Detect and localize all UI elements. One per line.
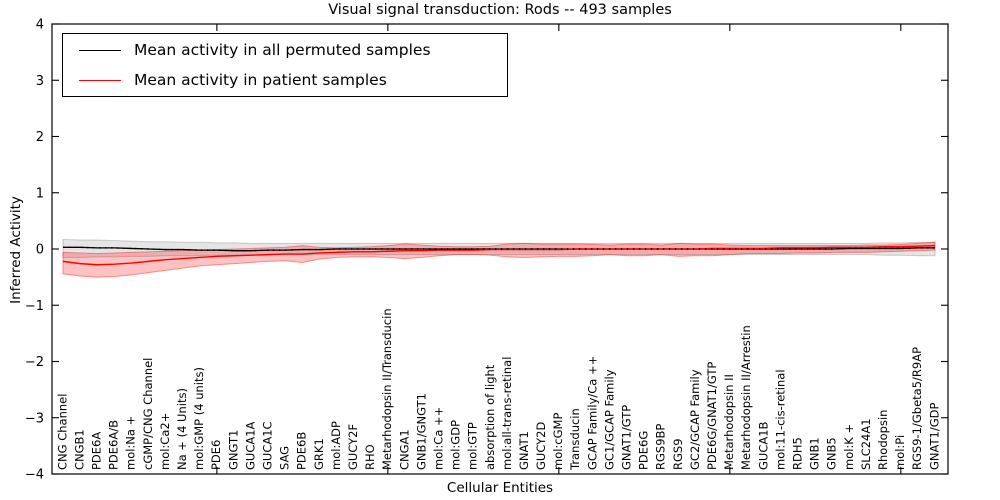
x-tick-label: cGMP/CNG Channel <box>141 358 155 470</box>
x-axis-label: Cellular Entities <box>446 480 554 496</box>
x-tick-label: GUCY2D <box>534 422 548 470</box>
x-tick-label: GC2/GCAP Family <box>688 369 702 470</box>
x-tick-label: PDE6A <box>89 432 103 470</box>
y-tick-label: 1 <box>36 186 44 201</box>
x-tick-label: Metarhodopsin II/Arrestin <box>739 325 753 470</box>
y-tick-label: −3 <box>25 411 44 426</box>
legend-entry-permuted: Mean activity in all permuted samples <box>63 35 507 65</box>
x-tick-label: absorption of light <box>483 364 497 470</box>
x-tick-label: GUCA1C <box>260 421 274 470</box>
patient-mean-line <box>62 244 936 266</box>
x-tick-label: RGS9BP <box>654 424 668 470</box>
x-tick-label: mol:Na + <box>124 416 138 470</box>
x-tick-label: GNB1/GNGT1 <box>414 393 428 470</box>
x-tick-label: SLC24A1 <box>859 418 873 470</box>
x-tick-label: mol:Ca ++ <box>431 407 445 470</box>
legend: Mean activity in all permuted samples Me… <box>62 33 508 97</box>
x-tick-label: PDE6B <box>295 432 309 470</box>
y-tick-label: 2 <box>36 130 44 145</box>
permuted-line-swatch <box>79 49 121 51</box>
x-tick-label: GCAP Family/Ca ++ <box>585 356 599 470</box>
x-tick-label: RHO <box>363 444 377 470</box>
y-tick-label: 0 <box>36 243 44 258</box>
x-tick-label: mol:GTP <box>466 422 480 470</box>
x-tick-label: Na + (4 Units) <box>175 388 189 470</box>
legend-label: Mean activity in patient samples <box>134 71 387 89</box>
x-tick-label: GNAT1/GDP <box>927 403 941 470</box>
x-tick-label: Metarhodopsin II <box>722 374 736 470</box>
x-tick-label: GC1/GCAP Family <box>602 369 616 470</box>
x-tick-label: mol:Ca2+ <box>158 413 172 470</box>
x-tick-label: CNG Channel <box>55 394 69 470</box>
x-tick-label: RDH5 <box>791 437 805 470</box>
permuted-dotted-overlay <box>63 246 935 252</box>
x-tick-label: SAG <box>278 446 292 470</box>
x-tick-label: CNGA1 <box>397 429 411 470</box>
x-tick-label: mol:Pi <box>893 435 907 470</box>
y-tick-label: −4 <box>25 468 44 483</box>
x-tick-label: mol:cGMP <box>551 413 565 470</box>
chart-title: Visual signal transduction: Rods -- 493 … <box>328 2 672 18</box>
x-tick-label: GNAT1 <box>517 431 531 470</box>
x-tick-label: GNB1 <box>808 437 822 470</box>
x-tick-label: PDE6G/GNAT1/GTP <box>705 362 719 470</box>
x-tick-label: PDE6G <box>637 431 651 470</box>
x-tick-label: GNGT1 <box>226 430 240 470</box>
patient-samples-range-band <box>62 241 936 278</box>
x-tick-label: Transducin <box>568 408 582 471</box>
x-tick-label: GNAT1/GTP <box>620 405 634 470</box>
x-tick-label: GRK1 <box>312 438 326 470</box>
y-tick-label: 4 <box>36 18 44 33</box>
x-tick-label: mol:K + <box>842 424 856 470</box>
y-tick-label: −2 <box>25 355 44 370</box>
x-tick-label: mol:11-cis-retinal <box>773 369 787 470</box>
x-tick-label: Rhodopsin <box>876 410 890 470</box>
x-tick-label: mol:all-trans-retinal <box>500 357 514 470</box>
x-tick-label: RGS9 <box>671 438 685 470</box>
x-tick-label: CNGB1 <box>72 429 86 470</box>
x-tick-label: GUCY2F <box>346 424 360 470</box>
x-tick-label: RGS9-1/Gbeta5/R9AP <box>910 347 924 470</box>
legend-entry-patient: Mean activity in patient samples <box>63 65 507 95</box>
legend-label: Mean activity in all permuted samples <box>134 41 431 59</box>
x-tick-label: mol:GMP (4 units) <box>192 367 206 470</box>
y-tick-label: −1 <box>25 299 44 314</box>
x-tick-label: PDE6A/B <box>107 420 121 470</box>
x-tick-label: mol:GDP <box>449 420 463 470</box>
patient-line-swatch <box>79 79 121 81</box>
y-tick-label: 3 <box>36 74 44 89</box>
x-tick-label: GNB5 <box>825 437 839 470</box>
x-tick-label: mol:ADP <box>329 421 343 470</box>
x-tick-label: Metarhodopsin II/Transducin <box>380 308 394 470</box>
x-tick-label: PDE6 <box>209 440 223 470</box>
x-tick-label: GUCA1B <box>756 421 770 470</box>
x-tick-label: GUCA1A <box>243 421 257 470</box>
